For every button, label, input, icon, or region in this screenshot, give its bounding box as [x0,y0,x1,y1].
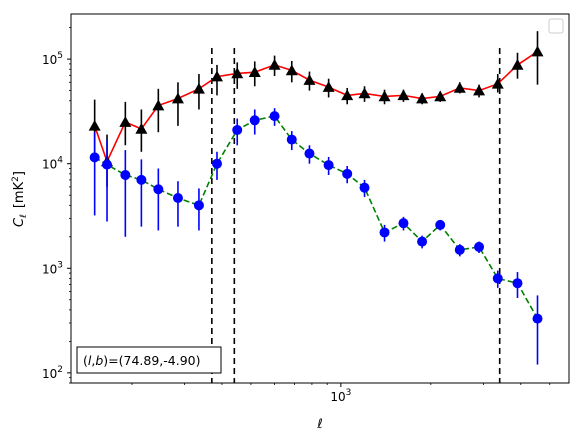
series-1-point-17 [378,90,391,102]
annotation-values: )=(74.89,-4.90) [103,353,200,368]
annotation-sep: , [91,353,95,368]
series-1-point-20 [434,90,447,102]
y-axis-unit-open: [mK [12,181,27,208]
series-2-point-2 [102,159,113,170]
series-2-point-14 [323,160,334,171]
series-1-point-4 [135,122,148,134]
annotation-text: (l,b)=(74.89,-4.90) [83,353,201,368]
series-1-point-25 [531,45,544,57]
y-tick-label-2: 103 [42,260,63,276]
series-2-point-22 [474,241,485,252]
series-1-point-19 [416,92,429,104]
series-2-point-17 [379,227,390,238]
legend [548,18,564,34]
series-2-point-7 [193,200,204,211]
series-2-point-6 [172,192,183,203]
series-1-point-24 [511,58,524,70]
series-2-point-10 [249,115,260,126]
series-2-point-3 [120,169,131,180]
series-1-point-10 [248,66,261,77]
series-2-point-15 [342,168,353,179]
vertical-lines [211,48,501,383]
y-tick-label-3: 104 [42,156,63,172]
series-2-point-8 [211,158,222,169]
series-1-point-9 [231,67,244,79]
annotation-box: (l,b)=(74.89,-4.90) [76,346,222,374]
annotation-var-l: l [88,353,92,368]
legend-box [548,18,564,34]
series-1-point-11 [268,58,281,70]
series-1-point-13 [303,74,316,85]
series-2-point-9 [232,124,243,135]
annotation-prefix: ( [83,353,88,368]
series-1-point-16 [358,87,371,99]
axis-ticks: 103 102 103 104 105 [42,27,551,404]
series-2-point-18 [398,218,409,229]
y-axis-symbol: C [12,217,27,227]
y-axis-unit-close: ] [12,171,27,176]
series-2-line [94,115,539,320]
plot-frame [70,13,570,384]
series-1-point-14 [322,81,335,92]
series-2-point-4 [136,174,147,185]
series-1 [88,31,544,187]
series-2-point-5 [153,184,164,195]
series-1-point-3 [119,116,132,127]
series-1-point-18 [397,89,410,101]
series-1-point-1 [88,119,101,131]
series-1-point-7 [192,82,205,94]
series-2-point-19 [417,236,428,247]
annotation-var-b: b [95,353,103,368]
annotation-frame [76,346,222,374]
series-2-point-16 [359,182,370,193]
y-axis-subscript: ℓ [19,214,29,219]
series-2-point-1 [89,152,100,163]
series-2-point-13 [304,148,315,159]
series-1-point-22 [473,84,486,96]
series-1-point-23 [491,77,504,89]
y-tick-label-4: 105 [42,51,63,67]
series-1-point-12 [285,64,298,76]
series-1-point-6 [171,92,184,104]
y-tick-label-1: 102 [42,365,63,381]
series-1-point-15 [341,89,354,101]
series-1-point-8 [210,70,223,82]
series-2 [89,108,543,365]
y-axis-unit-power: 2 [11,176,21,182]
series-2-point-23 [492,273,503,284]
series-2-point-11 [269,111,280,122]
y-axis-label: Cℓ [mK2] [11,171,29,227]
x-axis-label: ℓ [316,417,322,432]
series-2-point-25 [532,313,543,324]
series-1-point-5 [152,99,165,111]
series-layer [88,31,544,365]
x-tick-label-1: 103 [330,388,351,404]
series-2-point-24 [512,278,523,289]
series-2-point-12 [286,134,297,145]
series-2-point-20 [435,219,446,230]
series-1-point-21 [453,81,466,93]
series-2-point-21 [454,244,465,255]
